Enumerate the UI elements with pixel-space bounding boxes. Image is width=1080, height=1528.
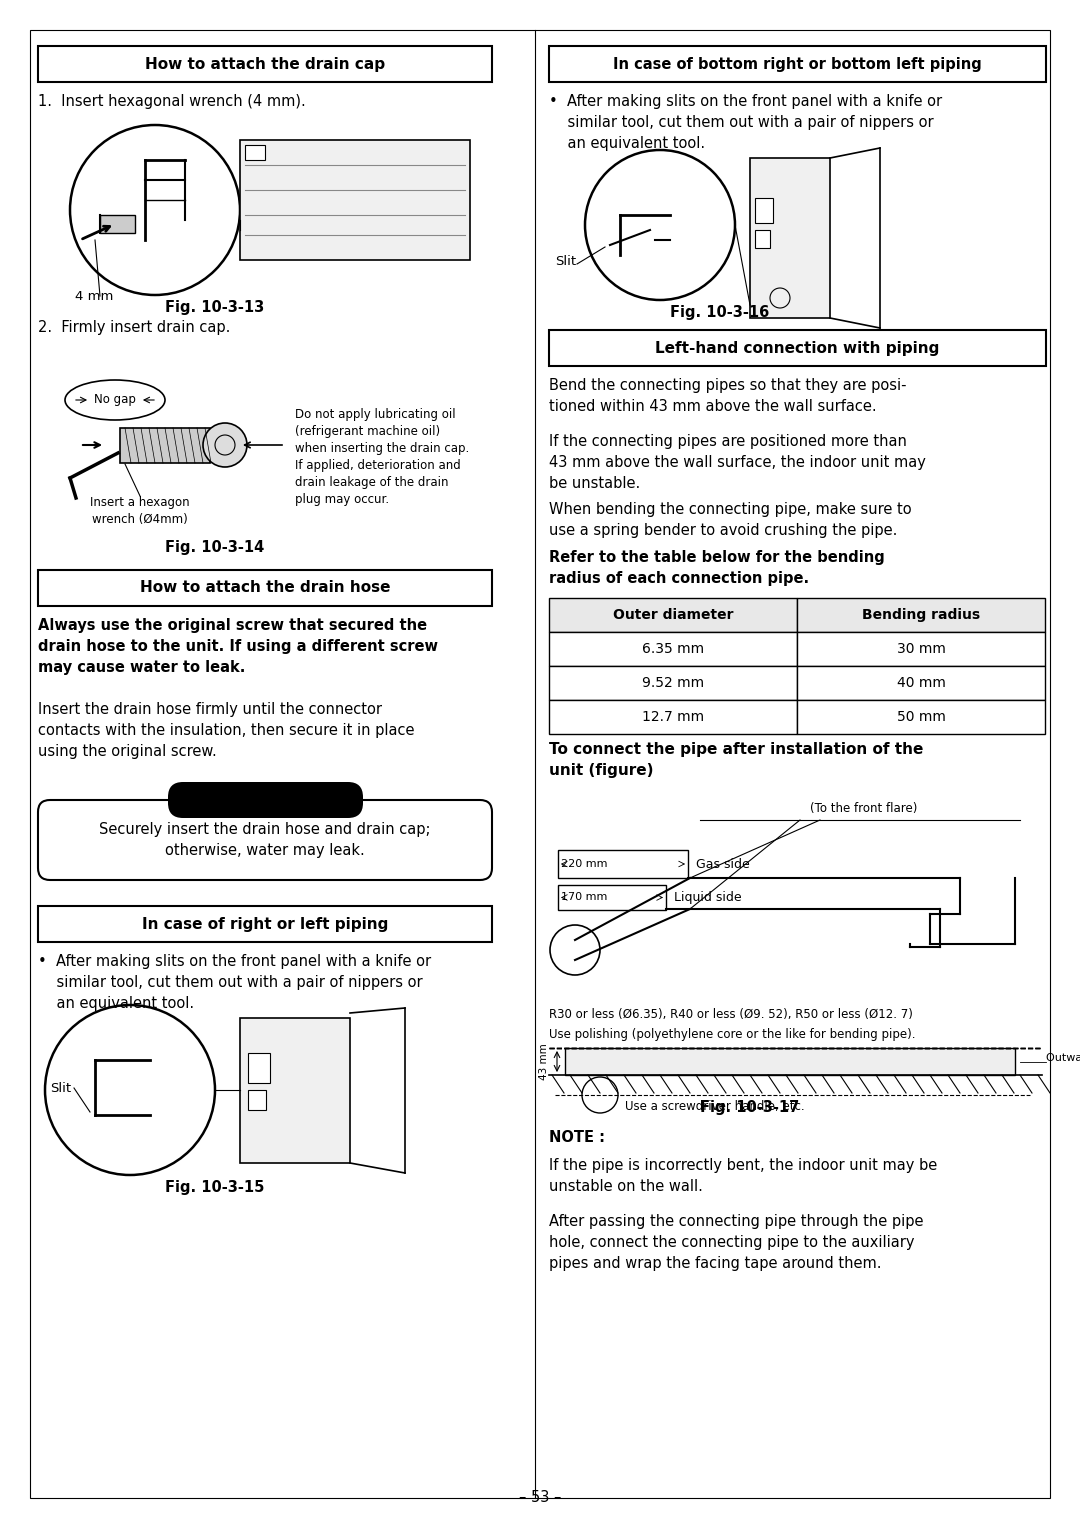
FancyBboxPatch shape — [248, 1053, 270, 1083]
FancyBboxPatch shape — [750, 157, 831, 318]
Text: Outward form of indoor unit: Outward form of indoor unit — [1047, 1053, 1080, 1063]
Text: – 53 –: – 53 – — [518, 1490, 562, 1505]
FancyBboxPatch shape — [558, 885, 666, 911]
FancyBboxPatch shape — [240, 141, 470, 260]
FancyBboxPatch shape — [38, 46, 492, 83]
Text: Fig. 10-3-17: Fig. 10-3-17 — [700, 1100, 799, 1115]
Text: Insert the drain hose firmly until the connector
contacts with the insulation, t: Insert the drain hose firmly until the c… — [38, 701, 415, 759]
Text: Fig. 10-3-14: Fig. 10-3-14 — [165, 539, 265, 555]
Text: 50 mm: 50 mm — [896, 711, 945, 724]
Text: Fig. 10-3-13: Fig. 10-3-13 — [165, 299, 265, 315]
FancyBboxPatch shape — [168, 782, 363, 817]
Text: 30 mm: 30 mm — [896, 642, 945, 656]
Text: To connect the pipe after installation of the
unit (figure): To connect the pipe after installation o… — [549, 743, 923, 778]
Text: 6.35 mm: 6.35 mm — [642, 642, 704, 656]
Text: When bending the connecting pipe, make sure to
use a spring bender to avoid crus: When bending the connecting pipe, make s… — [549, 503, 912, 538]
Text: Securely insert the drain hose and drain cap;
otherwise, water may leak.: Securely insert the drain hose and drain… — [99, 822, 431, 859]
Text: 2.  Firmly insert drain cap.: 2. Firmly insert drain cap. — [38, 319, 230, 335]
Text: Do not apply lubricating oil
(refrigerant machine oil)
when inserting the drain : Do not apply lubricating oil (refrigeran… — [295, 408, 469, 506]
Text: Slit: Slit — [50, 1082, 71, 1096]
Text: 220 mm: 220 mm — [561, 859, 607, 869]
Text: Use polishing (polyethylene core or the like for bending pipe).: Use polishing (polyethylene core or the … — [549, 1028, 916, 1041]
FancyBboxPatch shape — [38, 906, 492, 941]
Text: Insert a hexagon
wrench (Ø4mm): Insert a hexagon wrench (Ø4mm) — [91, 497, 190, 526]
Text: Liquid side: Liquid side — [674, 891, 742, 905]
FancyBboxPatch shape — [558, 850, 688, 879]
Text: 4 mm: 4 mm — [75, 290, 113, 303]
FancyBboxPatch shape — [549, 633, 797, 666]
Text: Fig. 10-3-15: Fig. 10-3-15 — [165, 1180, 265, 1195]
Text: Bend the connecting pipes so that they are posi-
tioned within 43 mm above the w: Bend the connecting pipes so that they a… — [549, 377, 906, 414]
FancyBboxPatch shape — [30, 31, 1050, 1497]
FancyBboxPatch shape — [755, 231, 770, 248]
Text: •  After making slits on the front panel with a knife or
    similar tool, cut t: • After making slits on the front panel … — [549, 95, 942, 151]
FancyBboxPatch shape — [797, 666, 1045, 700]
Text: Use a screwdriver handle, etc.: Use a screwdriver handle, etc. — [625, 1100, 805, 1112]
Text: Fig. 10-3-16: Fig. 10-3-16 — [671, 306, 770, 319]
FancyBboxPatch shape — [549, 597, 797, 633]
FancyBboxPatch shape — [549, 46, 1047, 83]
FancyBboxPatch shape — [565, 1048, 1015, 1076]
Text: 40 mm: 40 mm — [896, 675, 945, 691]
Circle shape — [203, 423, 247, 468]
Text: 170 mm: 170 mm — [561, 892, 607, 903]
Text: 9.52 mm: 9.52 mm — [642, 675, 704, 691]
Text: Refer to the table below for the bending
radius of each connection pipe.: Refer to the table below for the bending… — [549, 550, 885, 587]
FancyBboxPatch shape — [549, 330, 1047, 367]
FancyBboxPatch shape — [797, 700, 1045, 733]
FancyBboxPatch shape — [549, 666, 797, 700]
FancyBboxPatch shape — [248, 1089, 266, 1109]
FancyBboxPatch shape — [38, 570, 492, 607]
Text: 43 mm: 43 mm — [539, 1044, 549, 1080]
FancyBboxPatch shape — [797, 633, 1045, 666]
Text: Left-hand connection with piping: Left-hand connection with piping — [656, 341, 940, 356]
Text: NOTE :: NOTE : — [549, 1131, 605, 1144]
Text: Outer diameter: Outer diameter — [612, 608, 733, 622]
Text: If the connecting pipes are positioned more than
43 mm above the wall surface, t: If the connecting pipes are positioned m… — [549, 434, 926, 490]
FancyBboxPatch shape — [100, 215, 135, 232]
Text: 1.  Insert hexagonal wrench (4 mm).: 1. Insert hexagonal wrench (4 mm). — [38, 95, 306, 108]
FancyBboxPatch shape — [755, 199, 773, 223]
Text: In case of bottom right or bottom left piping: In case of bottom right or bottom left p… — [613, 57, 982, 72]
Text: R30 or less (Ø6.35), R40 or less (Ø9. 52), R50 or less (Ø12. 7): R30 or less (Ø6.35), R40 or less (Ø9. 52… — [549, 1008, 913, 1021]
FancyBboxPatch shape — [797, 597, 1045, 633]
FancyBboxPatch shape — [240, 1018, 350, 1163]
Text: After passing the connecting pipe through the pipe
hole, connect the connecting : After passing the connecting pipe throug… — [549, 1215, 923, 1271]
Text: •  After making slits on the front panel with a knife or
    similar tool, cut t: • After making slits on the front panel … — [38, 953, 431, 1012]
Text: Always use the original screw that secured the
drain hose to the unit. If using : Always use the original screw that secur… — [38, 617, 438, 675]
FancyBboxPatch shape — [549, 700, 797, 733]
Text: 12.7 mm: 12.7 mm — [642, 711, 704, 724]
Text: How to attach the drain hose: How to attach the drain hose — [139, 581, 390, 596]
Text: In case of right or left piping: In case of right or left piping — [141, 917, 388, 932]
FancyBboxPatch shape — [120, 428, 210, 463]
Text: How to attach the drain cap: How to attach the drain cap — [145, 57, 386, 72]
FancyBboxPatch shape — [38, 801, 492, 880]
FancyBboxPatch shape — [245, 145, 265, 160]
Text: If the pipe is incorrectly bent, the indoor unit may be
unstable on the wall.: If the pipe is incorrectly bent, the ind… — [549, 1158, 937, 1193]
Text: Slit: Slit — [555, 255, 576, 267]
Text: Gas side: Gas side — [696, 857, 750, 871]
Text: Bending radius: Bending radius — [862, 608, 980, 622]
Text: No gap: No gap — [94, 394, 136, 406]
Text: (To the front flare): (To the front flare) — [810, 802, 917, 814]
